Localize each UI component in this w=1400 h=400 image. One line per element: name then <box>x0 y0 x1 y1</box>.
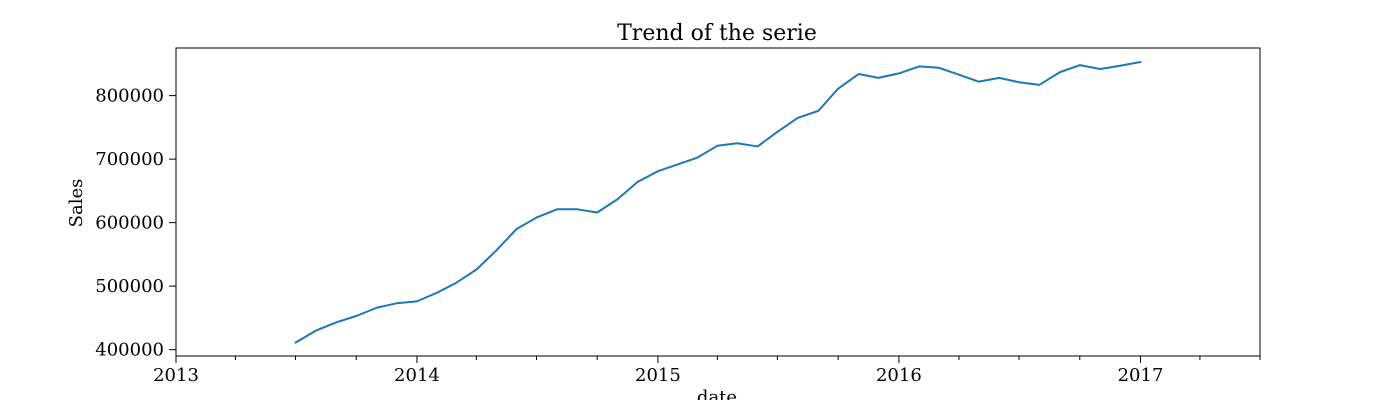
x-tick-label: 2015 <box>635 365 681 386</box>
series-line <box>294 60 1142 344</box>
y-tick-label: 500000 <box>95 276 164 297</box>
y-tick-label: 600000 <box>95 213 164 234</box>
x-axis-label: date <box>697 387 737 400</box>
plot-frame <box>175 47 1261 357</box>
axis-tick-labels: 2013 2014 2015 2016 2017 400000 500000 600000 70… <box>95 86 1163 386</box>
y-tick-label: 800000 <box>95 86 164 107</box>
x-tick-label: 2013 <box>153 365 199 386</box>
y-tick-label: 400000 <box>95 340 164 361</box>
series-layer <box>294 60 1142 344</box>
axis-ticks <box>169 95 1261 363</box>
y-axis-label: Sales <box>66 179 87 228</box>
x-tick-label: 2016 <box>876 365 922 386</box>
x-tick-label: 2014 <box>394 365 440 386</box>
x-tick-label: 2017 <box>1118 365 1164 386</box>
y-tick-label: 700000 <box>95 149 164 170</box>
chart-title: Trend of the serie <box>617 21 817 46</box>
